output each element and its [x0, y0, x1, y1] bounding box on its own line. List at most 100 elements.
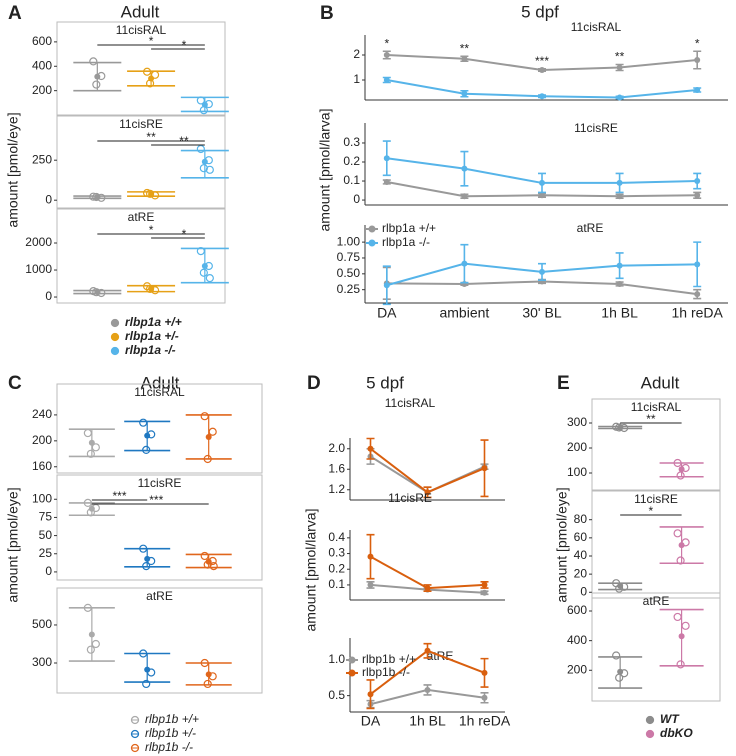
- mean-point: [88, 439, 95, 446]
- point: [461, 165, 468, 172]
- x-tick-label: 30' BL: [522, 305, 561, 321]
- subplot-frame: [56, 21, 226, 116]
- subplot-title: 11cisRE: [138, 476, 182, 490]
- point: [367, 445, 374, 452]
- mean-point: [94, 194, 101, 201]
- point: [91, 639, 100, 649]
- mean-point: [205, 671, 212, 678]
- point: [199, 164, 208, 173]
- mean-point: [148, 75, 155, 82]
- y-tick-label: 0.3: [343, 135, 360, 149]
- mean-point: [144, 432, 151, 439]
- point: [481, 669, 488, 676]
- subplot-frame: [56, 383, 263, 474]
- mean-point: [617, 424, 624, 431]
- y-tick-label: 0.1: [343, 173, 360, 187]
- point: [694, 192, 701, 199]
- point: [383, 178, 390, 185]
- point: [461, 55, 468, 62]
- y-tick-label: 60: [574, 530, 588, 544]
- subplot-title: 11cisRAL: [385, 396, 436, 410]
- y-tick-label: 600: [32, 34, 52, 48]
- y-tick-label: 0: [353, 192, 360, 206]
- y-tick-label: 0: [45, 192, 52, 206]
- y-tick-label: 0.50: [337, 266, 361, 280]
- point: [200, 658, 209, 668]
- x-tick-label: ambient: [439, 305, 489, 321]
- point: [539, 179, 545, 186]
- subplot-title: 11cisRE: [119, 117, 163, 131]
- significance-label: *: [649, 504, 654, 518]
- y-tick-label: 200: [567, 440, 587, 454]
- significance-label: **: [146, 130, 156, 144]
- point: [139, 649, 148, 658]
- legend-label: rlbp1b +/+: [145, 712, 199, 726]
- point: [139, 418, 148, 427]
- point: [196, 144, 205, 154]
- y-tick-label: 2000: [25, 235, 52, 249]
- significance-label: ***: [149, 493, 163, 507]
- y-tick-label: 1.2: [328, 482, 345, 496]
- y-tick-label: 25: [39, 546, 53, 560]
- point: [694, 178, 701, 185]
- point: [86, 449, 95, 458]
- point: [139, 544, 148, 553]
- point: [383, 77, 390, 83]
- y-tick-label: 1.6: [328, 461, 345, 475]
- point: [539, 268, 545, 275]
- legend-label: rlbp1a +/-: [125, 329, 179, 343]
- series-line: [370, 555, 485, 590]
- y-tick-label: 250: [32, 152, 52, 166]
- y-tick-label: 100: [32, 491, 52, 505]
- y-tick-label: 200: [32, 433, 52, 447]
- significance-label: ***: [535, 54, 549, 68]
- significance-label: **: [460, 41, 470, 55]
- subplot-frame: [591, 398, 721, 491]
- mean-point: [88, 631, 95, 638]
- mean-point: [617, 668, 624, 675]
- subplot-title: 11cisRAL: [134, 385, 185, 399]
- point: [367, 553, 374, 560]
- legend-marker: [368, 225, 376, 233]
- point: [200, 412, 209, 421]
- point: [539, 67, 545, 73]
- y-tick-label: 0.5: [328, 688, 345, 702]
- y-tick-label: 0.25: [337, 282, 361, 296]
- point: [694, 261, 701, 268]
- panel-letter: B: [320, 3, 334, 24]
- point: [616, 193, 623, 200]
- subplot-frame: [56, 115, 226, 209]
- y-tick-label: 400: [32, 58, 52, 72]
- point: [616, 64, 623, 71]
- mean-point: [94, 289, 101, 296]
- subplot-title: atRE: [577, 221, 604, 235]
- mean-point: [617, 582, 624, 589]
- significance-label: *: [182, 38, 187, 52]
- significance-label: *: [182, 227, 187, 241]
- point: [89, 57, 98, 66]
- point: [367, 691, 374, 698]
- panel-letter: D: [307, 373, 321, 394]
- point: [200, 551, 209, 561]
- y-axis-label: amount [pmol/larva]: [303, 509, 319, 632]
- point: [616, 262, 623, 269]
- panel-title: Adult: [121, 2, 160, 21]
- significance-label: *: [149, 223, 154, 237]
- x-tick-label: 1h reDA: [459, 713, 511, 729]
- y-tick-label: 0: [45, 289, 52, 303]
- point: [694, 87, 701, 93]
- y-tick-label: 0.4: [328, 530, 345, 544]
- mean-point: [148, 285, 155, 292]
- point: [205, 274, 214, 283]
- y-tick-label: 0.3: [328, 546, 345, 560]
- x-tick-label: 1h BL: [409, 713, 446, 729]
- y-tick-label: 240: [32, 407, 52, 421]
- subplot-frame: [591, 592, 721, 702]
- y-tick-label: 80: [574, 512, 588, 526]
- point: [539, 93, 545, 100]
- legend-label: dbKO: [660, 726, 693, 740]
- point: [681, 621, 690, 630]
- point: [676, 471, 685, 480]
- mean-point: [205, 558, 212, 565]
